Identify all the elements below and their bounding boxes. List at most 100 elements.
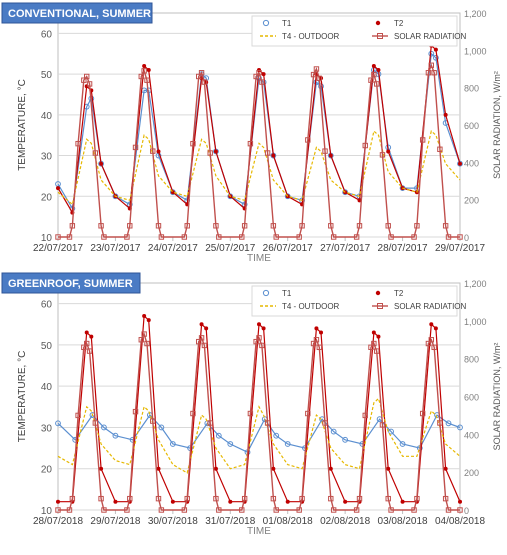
plot-area [57, 282, 461, 511]
data-point [273, 507, 279, 513]
data-point [264, 150, 271, 156]
legend-label: T4 - OUTDOOR [282, 32, 340, 41]
chart-title: CONVENTIONAL, SUMMER [8, 8, 151, 20]
data-point [445, 507, 452, 513]
data-point [425, 340, 432, 347]
data-point [256, 70, 262, 76]
data-point [264, 420, 271, 426]
data-point [55, 234, 61, 240]
data-point [146, 318, 151, 323]
data-point [330, 507, 337, 513]
data-point [253, 338, 259, 345]
data-point [81, 344, 87, 351]
data-point [113, 499, 118, 504]
data-point [81, 77, 87, 83]
data-point [314, 326, 319, 331]
x-tick-label: 24/07/2017 [148, 243, 198, 254]
x-tick-label: 30/07/2018 [148, 516, 198, 527]
x-tick-label: 29/07/2017 [435, 243, 485, 254]
x-tick-label: 02/08/2018 [320, 516, 370, 527]
data-point [184, 223, 190, 229]
data-point [75, 140, 81, 147]
y-tick-label: 30 [41, 423, 53, 434]
data-point [400, 499, 405, 504]
data-point [190, 140, 196, 147]
data-point [144, 77, 150, 83]
data-point [92, 420, 99, 426]
data-point [374, 348, 380, 354]
data-point [158, 424, 165, 431]
x-tick-label: 04/08/2018 [435, 516, 485, 527]
data-point [374, 81, 380, 87]
data-point [305, 410, 311, 417]
legend-label: T2 [394, 19, 404, 28]
data-point [458, 161, 462, 166]
data-point [299, 223, 305, 229]
y2-tick-label: 600 [464, 393, 479, 403]
y-tick-label: 40 [41, 382, 53, 393]
data-point [414, 495, 420, 502]
legend-box [251, 285, 458, 317]
y2-axis-label: SOLAR RADIATION, W/m² [492, 71, 502, 179]
data-point [261, 72, 266, 77]
data-point [69, 495, 76, 502]
data-point [169, 441, 176, 447]
data-point [181, 234, 188, 240]
data-point [342, 189, 349, 196]
data-point [55, 507, 61, 513]
data-point [310, 340, 317, 347]
data-point [86, 81, 93, 87]
legend-item: T1 [262, 19, 292, 28]
legend-item: T4 - OUTDOOR [260, 302, 340, 311]
data-point [213, 223, 219, 229]
data-point [155, 495, 162, 502]
data-point [371, 63, 376, 68]
data-point [371, 71, 377, 78]
data-point [75, 412, 81, 419]
data-point [313, 337, 320, 343]
data-point [299, 495, 305, 502]
series-line [58, 63, 460, 238]
data-point [142, 314, 147, 319]
data-point [56, 186, 60, 191]
data-point [445, 420, 452, 427]
data-point [142, 63, 147, 68]
x-tick-label: 03/08/2018 [378, 516, 428, 527]
data-point [362, 142, 368, 149]
data-point [158, 507, 165, 513]
data-point [261, 326, 266, 331]
data-point [419, 410, 426, 417]
legend-swatch-marker [377, 33, 383, 39]
data-point [442, 495, 449, 502]
data-point [66, 507, 73, 513]
data-point [112, 432, 119, 439]
data-point [457, 234, 463, 240]
data-point [155, 223, 162, 229]
data-point [313, 66, 320, 72]
legend: T1 T2 T4 - OUTDOOR SOLAR RADIATION [251, 15, 467, 47]
y-tick-label: 20 [41, 465, 53, 476]
legend-label: SOLAR RADIATION [394, 302, 467, 311]
data-point [144, 340, 150, 347]
data-point [270, 495, 277, 502]
data-point [127, 223, 133, 229]
data-point [150, 148, 156, 154]
data-point [388, 234, 394, 240]
legend-label: T2 [394, 289, 404, 298]
data-point [170, 499, 175, 504]
data-point [429, 322, 434, 327]
data-point [457, 424, 463, 431]
series-t4-outdoor [57, 129, 461, 206]
legend-box [251, 15, 458, 47]
y2-tick-label: 1,200 [464, 279, 487, 289]
legend-swatch [375, 20, 381, 26]
data-point [379, 422, 386, 428]
data-point [257, 68, 261, 73]
legend-swatch [375, 290, 381, 296]
data-point [376, 68, 381, 73]
x-tick-label: 28/07/2017 [378, 243, 428, 254]
data-point [55, 420, 61, 427]
data-point [368, 77, 374, 83]
data-point [247, 410, 254, 417]
